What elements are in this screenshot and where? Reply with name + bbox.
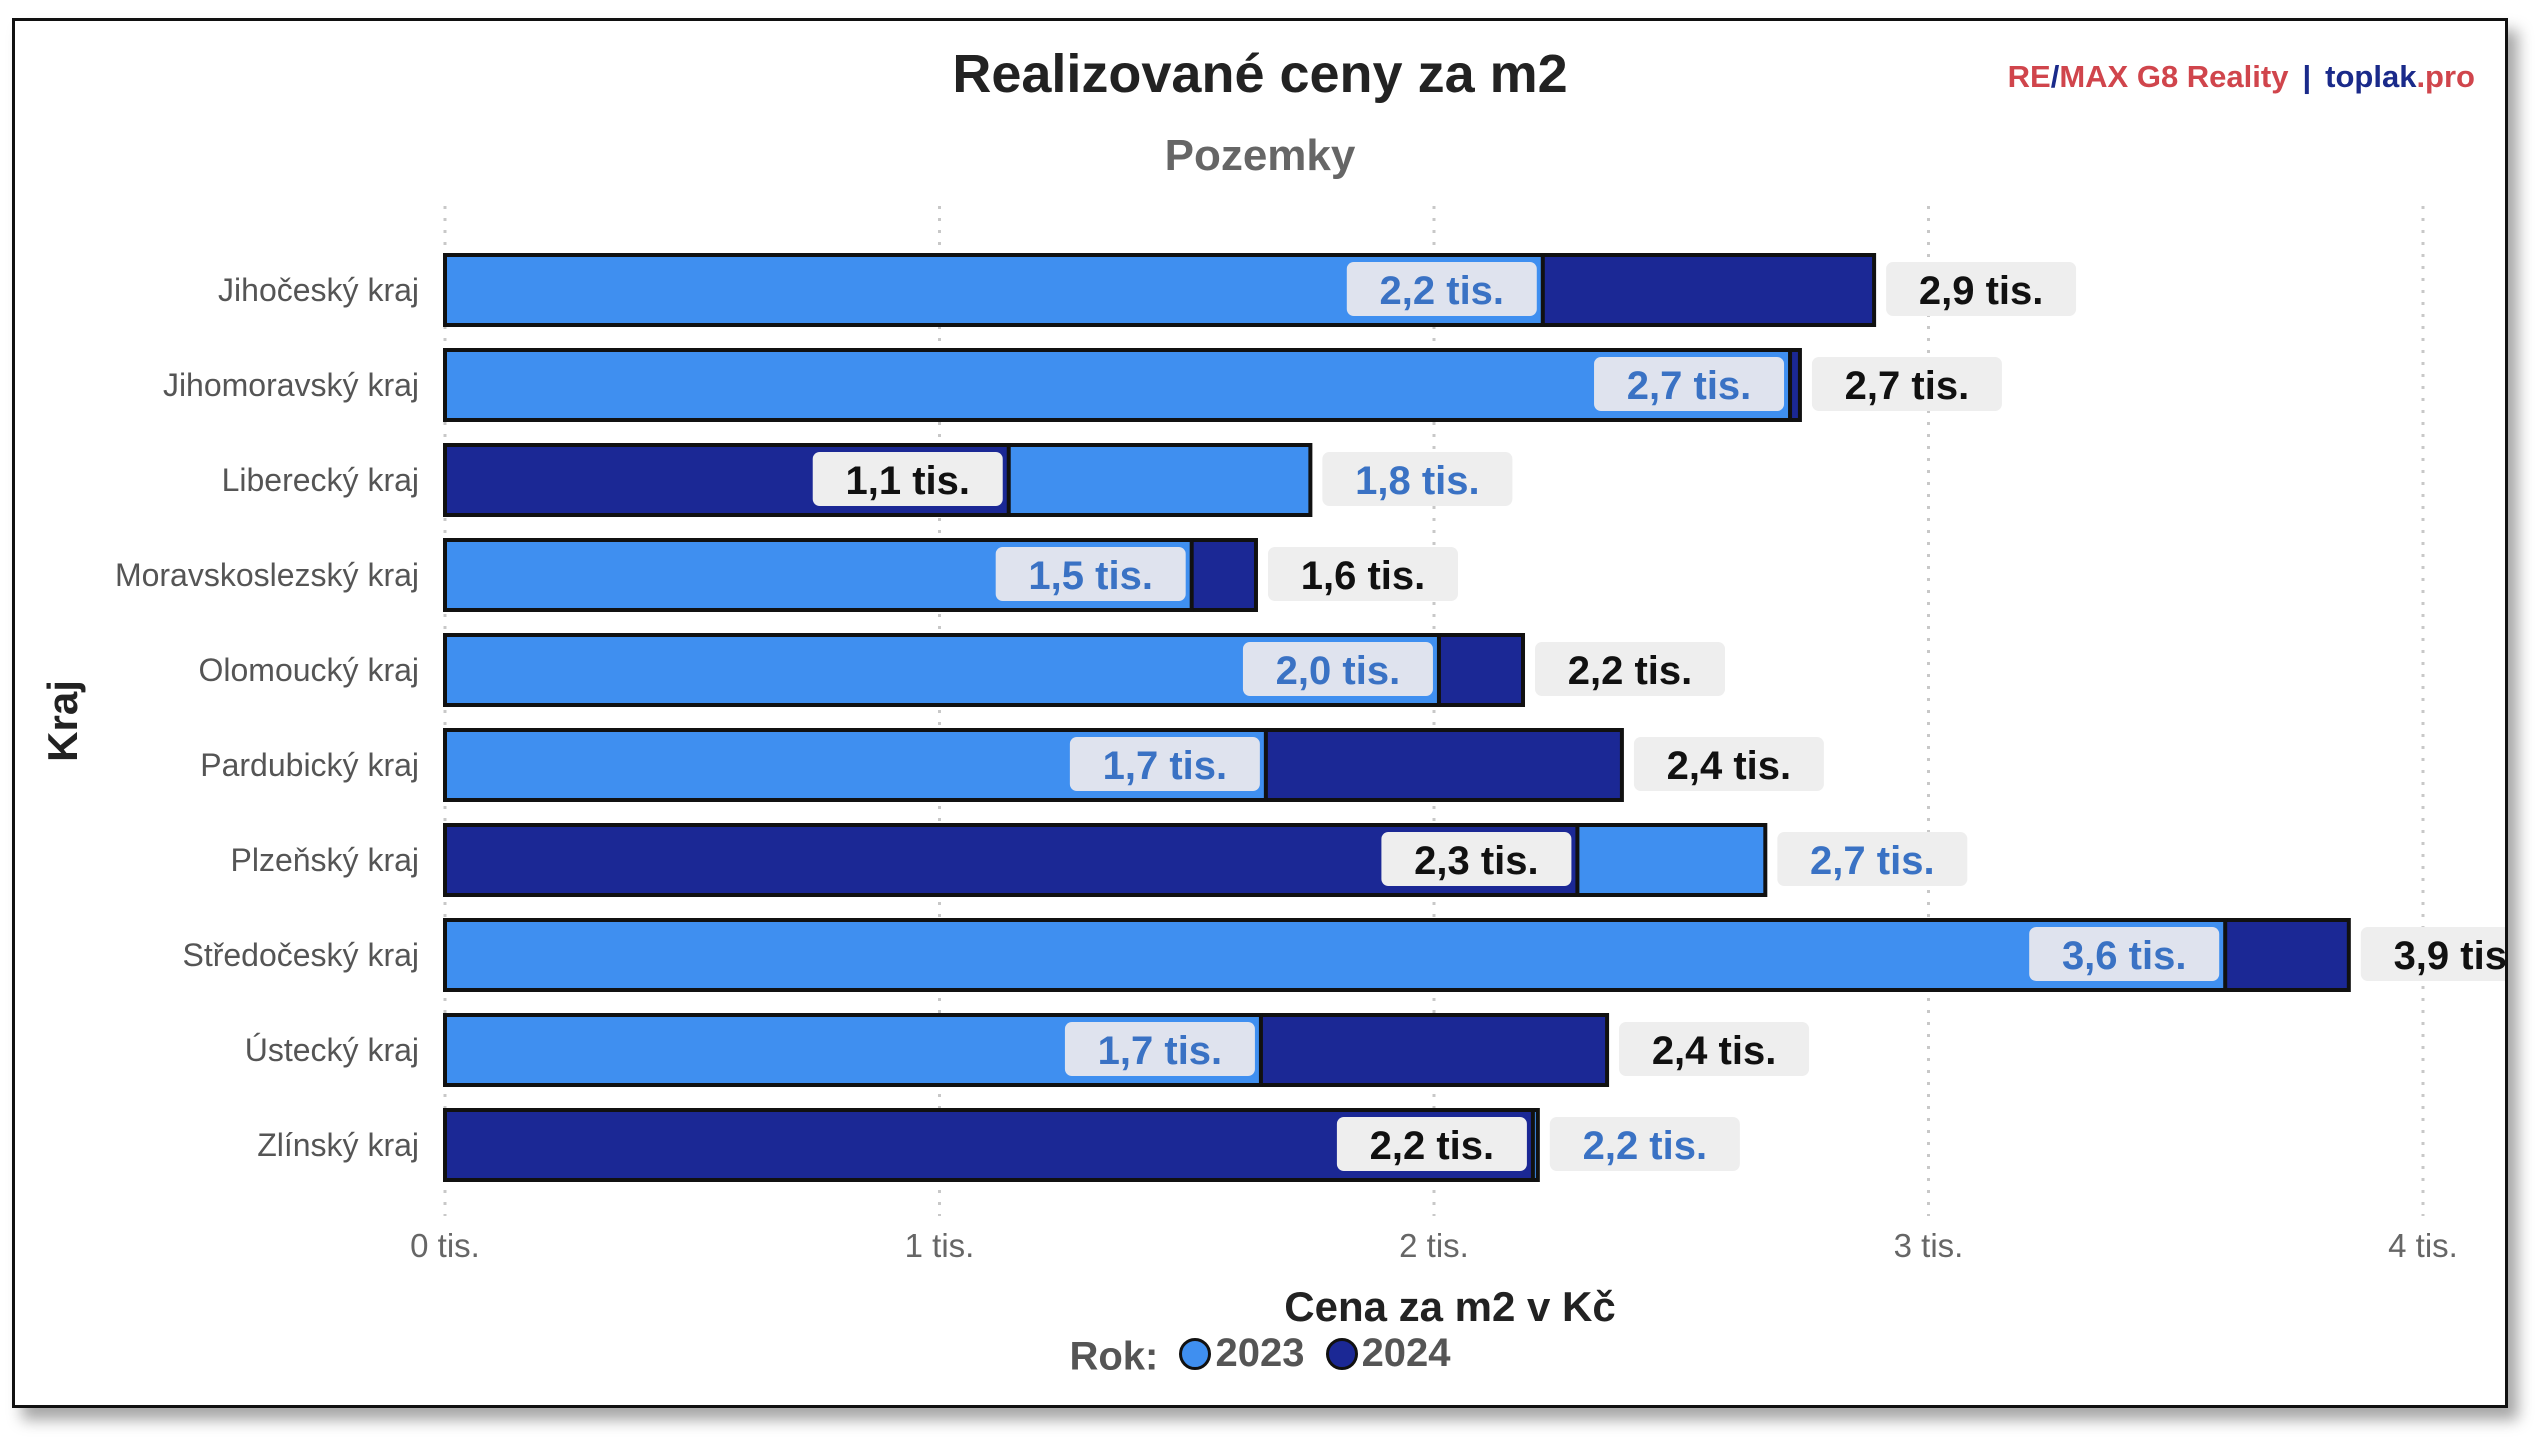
legend: Rok: 2023 2024 [15,1331,2505,1380]
y-axis-label: Pardubický kraj [200,747,419,783]
x-axis-title: Cena za m2 v Kč [1284,1283,1616,1330]
value-label: 1,6 tis. [1301,554,1426,598]
value-label: 2,3 tis. [1414,839,1539,883]
y-axis-label: Moravskoslezský kraj [115,557,419,593]
x-tick-label: 2 tis. [1399,1227,1469,1264]
value-label-bg [1322,452,1513,506]
legend-item-2024: 2024 [1325,1331,1451,1376]
brand-separator: | [2302,59,2312,94]
value-label: 2,0 tis. [1276,649,1401,693]
value-label-bg [1811,357,2002,411]
value-labels: 2,2 tis. 2,9 tis. 2,7 tis. 2,7 tis. 1,1 tis.… [812,262,2505,1171]
legend-swatch-2024 [1325,1337,1358,1370]
value-label-bg [1381,832,1572,886]
chart-frame: Realizované ceny za m2 Pozemky RE/MAX G8… [12,18,2508,1408]
brand-slash: / [2050,59,2060,94]
bars [443,253,2351,1182]
value-label: 1,7 tis. [1103,744,1228,788]
value-label: 2,2 tis. [1583,1124,1708,1168]
value-label: 1,1 tis. [845,459,970,503]
value-label: 2,7 tis. [1627,364,1752,408]
legend-title: Rok: [1069,1334,1159,1379]
y-axis-label: Ústecký kraj [245,1032,419,1068]
value-label: 2,7 tis. [1810,839,1935,883]
y-axis-label: Plzeňský kraj [231,842,420,878]
value-label: 2,4 tis. [1667,744,1792,788]
brand-pro: .pro [2416,59,2475,94]
brand-remax: MAX G8 Reality [2059,59,2289,94]
value-label-bg [1633,737,1824,791]
y-axis-labels: Jihočeský kraj Jihomoravský kraj Liberecký… [115,272,419,1163]
value-label: 2,2 tis. [1370,1124,1495,1168]
value-label-bg [1069,737,1260,791]
value-label-bg [1267,547,1458,601]
y-axis-label: Liberecký kraj [222,462,419,498]
value-label: 2,9 tis. [1919,269,2044,313]
value-label-bg [1886,262,2077,316]
brand-toplak: toplak [2325,59,2417,94]
value-label: 2,7 tis. [1845,364,1970,408]
value-label-bg [2360,927,2505,981]
value-label: 1,8 tis. [1355,459,1480,503]
y-axis-label: Středočeský kraj [182,937,419,973]
y-axis-label: Zlínský kraj [257,1127,419,1163]
value-label-bg [1549,1117,1740,1171]
x-axis-ticks: 0 tis. 1 tis. 2 tis. 3 tis. 4 tis. [410,1227,2458,1264]
value-label: 2,2 tis. [1380,269,1505,313]
x-tick-label: 0 tis. [410,1227,480,1264]
y-axis-label: Jihomoravský kraj [163,367,419,403]
legend-item-2023: 2023 [1179,1331,1304,1376]
value-label-bg [1619,1022,1810,1076]
bar-chart: Jihočeský kraj Jihomoravský kraj Liberecký… [39,206,2505,1330]
chart-subtitle: Pozemky [1164,131,1356,180]
value-label: 3,6 tis. [2062,934,2187,978]
value-label-bg [812,452,1003,506]
value-label-bg [1777,832,1968,886]
bar-2023 [443,348,1793,422]
value-label-bg [1535,642,1726,696]
value-label: 1,5 tis. [1028,554,1153,598]
legend-swatch-2023 [1179,1337,1212,1370]
legend-label-2023: 2023 [1215,1331,1305,1375]
chart-title: Realizované ceny za m2 [952,44,1568,104]
value-label: 1,7 tis. [1098,1029,1223,1073]
brand-re: RE [2007,59,2051,94]
x-tick-label: 1 tis. [905,1227,975,1264]
value-label-bg [1242,642,1433,696]
y-axis-title: Kraj [39,680,86,762]
value-label-bg [2029,927,2220,981]
y-axis-label: Jihočeský kraj [218,272,419,308]
value-label-bg [1064,1022,1255,1076]
value-label-bg [995,547,1186,601]
y-axis-label: Olomoucký kraj [199,652,420,688]
x-tick-label: 4 tis. [2388,1227,2458,1264]
value-label: 2,2 tis. [1568,649,1693,693]
brand-logo: RE/MAX G8 Reality | toplak.pro [2008,59,2475,95]
value-label-bg [1594,357,1785,411]
legend-label-2024: 2024 [1361,1331,1451,1375]
value-label: 3,9 tis. [2394,934,2505,978]
value-label-bg [1346,262,1537,316]
bar-2023 [443,918,2228,992]
value-label-bg [1336,1117,1527,1171]
x-tick-label: 3 tis. [1894,1227,1964,1264]
value-label: 2,4 tis. [1652,1029,1777,1073]
